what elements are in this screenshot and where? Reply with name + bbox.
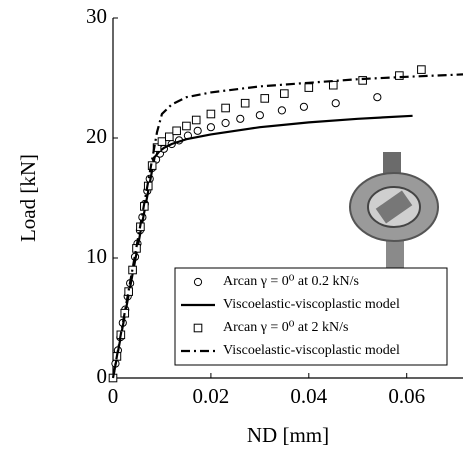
data-point	[193, 126, 202, 135]
legend-marker	[193, 323, 203, 333]
data-point	[331, 99, 340, 108]
data-point	[328, 80, 338, 90]
data-point	[206, 109, 216, 119]
y-axis-label: Load [kN]	[16, 154, 40, 242]
data-point	[240, 98, 250, 108]
x-tick-label: 0.06	[388, 384, 425, 408]
y-tick-label: 10	[86, 244, 107, 268]
data-point	[417, 65, 426, 74]
y-tick-label: 30	[86, 4, 107, 28]
data-point	[260, 94, 270, 103]
data-point	[280, 89, 289, 98]
data-point	[277, 106, 286, 115]
x-axis-label: ND [mm]	[247, 423, 329, 447]
data-point	[299, 102, 309, 111]
photo-specimen	[375, 190, 413, 224]
legend-label: Viscoelastic-viscoplastic model	[223, 297, 400, 312]
legend-box	[174, 267, 448, 366]
data-line	[111, 114, 413, 379]
data-point	[255, 111, 264, 120]
data-point	[164, 132, 174, 142]
data-point	[182, 121, 191, 131]
data-point	[221, 118, 230, 128]
x-tick-label: 0.04	[290, 384, 327, 408]
data-point	[172, 126, 181, 136]
data-point	[358, 76, 367, 85]
legend-label: Viscoelastic-viscoplastic model	[223, 343, 400, 358]
legend-marker	[193, 277, 203, 287]
legend-label: Arcan γ = 0⁰ at 0.2 kN/s	[223, 274, 359, 289]
inset-photo	[349, 152, 439, 272]
data-point	[157, 137, 167, 146]
data-point	[395, 71, 404, 80]
photo-grip	[386, 232, 404, 272]
data-point	[206, 123, 216, 132]
data-point	[373, 93, 382, 102]
data-line	[111, 73, 464, 379]
legend-label: Arcan γ = 0⁰ at 2 kN/s	[223, 320, 348, 335]
x-tick-label: 0	[108, 384, 119, 408]
data-point	[304, 83, 314, 92]
data-point	[147, 161, 157, 170]
x-tick-label: 0.02	[193, 384, 230, 408]
data-point	[191, 115, 201, 125]
data-point	[236, 114, 245, 123]
y-tick-label: 0	[97, 364, 108, 388]
data-point	[221, 103, 230, 113]
y-tick-label: 20	[86, 124, 107, 148]
